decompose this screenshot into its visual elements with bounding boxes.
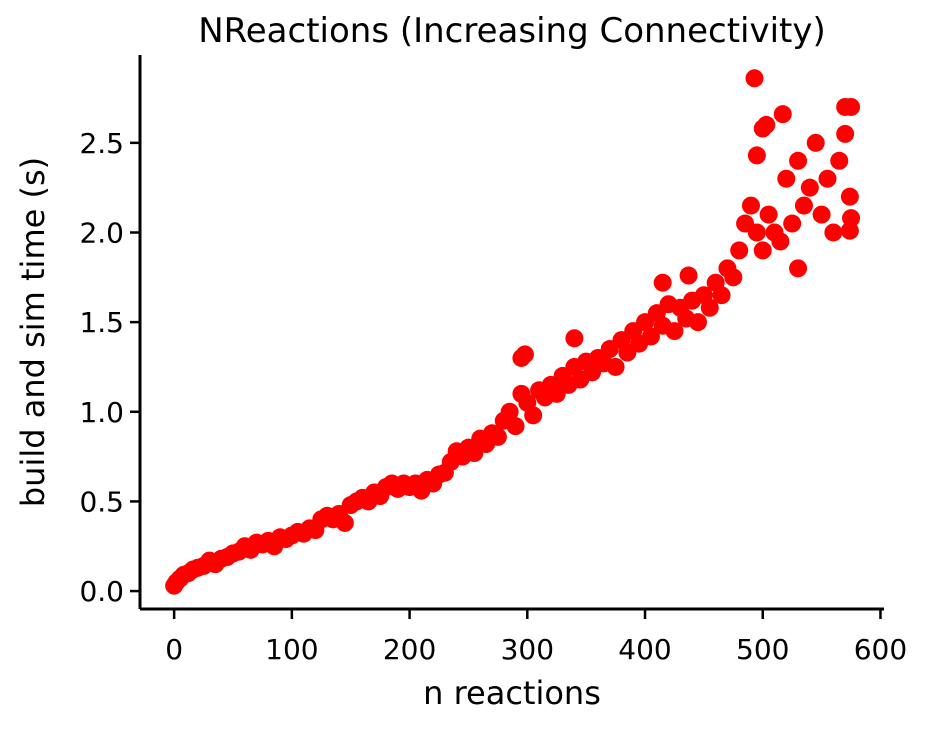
y-tick-label: 1.0 — [79, 396, 124, 429]
x-tick-label: 200 — [383, 633, 436, 666]
point — [800, 178, 819, 197]
chart-title: NReactions (Increasing Connectivity) — [198, 11, 826, 51]
point — [700, 298, 719, 317]
x-tick-label: 400 — [618, 633, 671, 666]
point — [506, 417, 525, 436]
point — [777, 169, 796, 188]
y-tick-label: 1.5 — [79, 306, 124, 339]
point — [741, 196, 760, 215]
point — [500, 402, 519, 421]
x-tick-label: 0 — [165, 633, 183, 666]
point — [488, 427, 507, 446]
point — [840, 221, 859, 240]
point — [806, 133, 825, 152]
point — [653, 273, 672, 292]
point — [824, 223, 843, 242]
y-tick-label: 0.5 — [79, 485, 124, 518]
point — [679, 266, 698, 285]
point — [812, 205, 831, 224]
point — [565, 329, 584, 348]
point — [515, 345, 534, 364]
point — [606, 357, 625, 376]
point — [840, 187, 859, 206]
point — [783, 214, 802, 233]
point — [753, 241, 772, 260]
point — [335, 513, 354, 532]
y-tick-label: 2.5 — [79, 127, 124, 160]
point — [830, 151, 849, 170]
x-tick-label: 300 — [501, 633, 554, 666]
point — [836, 124, 855, 143]
point — [745, 69, 764, 88]
point — [712, 286, 731, 305]
point — [747, 223, 766, 242]
x-tick-label: 600 — [854, 633, 907, 666]
y-tick-label: 0.0 — [79, 575, 124, 608]
point — [724, 268, 743, 287]
y-tick-label: 2.0 — [79, 216, 124, 249]
point — [665, 322, 684, 341]
point — [789, 151, 808, 170]
point — [730, 241, 749, 260]
point — [818, 169, 837, 188]
point — [842, 97, 861, 116]
point — [747, 146, 766, 165]
point — [641, 327, 660, 346]
y-axis-label: build and sim time (s) — [14, 157, 52, 507]
point — [689, 313, 707, 332]
point — [773, 105, 792, 124]
x-tick-label: 100 — [265, 633, 318, 666]
point — [757, 115, 776, 134]
point — [759, 205, 778, 224]
x-tick-label: 500 — [736, 633, 789, 666]
point — [771, 232, 790, 251]
point — [794, 196, 813, 215]
point — [789, 259, 808, 278]
point — [524, 406, 543, 425]
x-axis-label: n reactions — [423, 674, 601, 712]
